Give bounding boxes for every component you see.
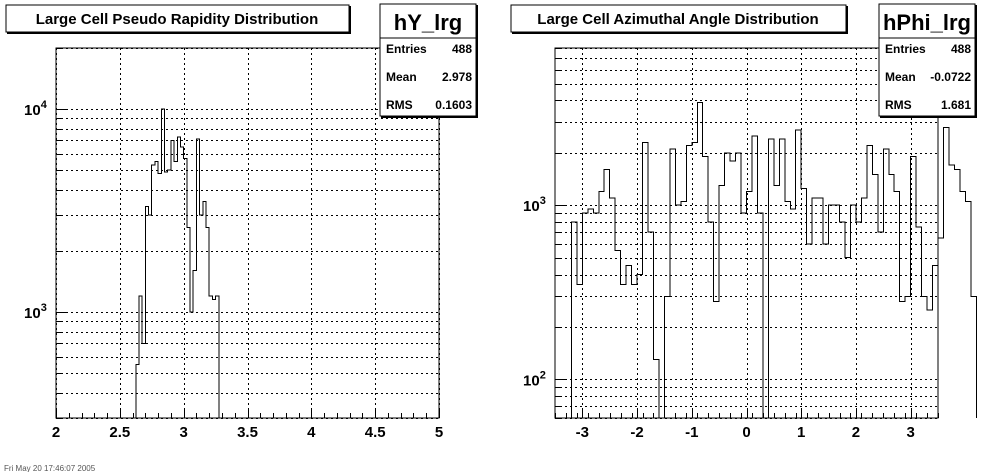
- footer-timestamp: Fri May 20 17:46:07 2005: [4, 464, 96, 472]
- x-tick-label: 2: [852, 424, 860, 441]
- right-ticks: [555, 48, 939, 419]
- x-tick-label: 0: [742, 424, 750, 441]
- right-chart-title: Large Cell Azimuthal Angle Distribution: [537, 11, 818, 28]
- x-tick-label: 5: [435, 424, 443, 441]
- x-tick-label: 3: [179, 424, 187, 441]
- left-histogram-name: hY_lrg: [394, 10, 462, 35]
- left-stat-label: Mean: [386, 70, 417, 84]
- x-tick-label: 3: [906, 424, 914, 441]
- x-tick-label: 4: [307, 424, 316, 441]
- right-stat-label: Mean: [885, 70, 916, 84]
- left-chart-title: Large Cell Pseudo Rapidity Distribution: [36, 11, 319, 28]
- right-stat-label: RMS: [885, 98, 912, 112]
- left-x-tick-labels: 2 2.5 3 3.5 4 4.5 5: [52, 424, 443, 441]
- left-stat-value: 2.978: [442, 70, 472, 84]
- right-stats-box: hPhi_lrg Entries 488 Mean -0.0722 RMS 1.…: [878, 3, 977, 118]
- left-histogram-line: [135, 108, 222, 419]
- left-plot-frame: [55, 47, 440, 419]
- left-stat-value: 488: [452, 42, 472, 56]
- y-tick-base: 10: [24, 305, 41, 322]
- right-plot-frame: [554, 47, 939, 419]
- x-tick-label: -1: [685, 424, 698, 441]
- x-tick-label: -3: [576, 424, 589, 441]
- y-tick-base: 10: [24, 102, 41, 119]
- x-tick-label: 3.5: [237, 424, 258, 441]
- right-stat-label: Entries: [885, 42, 926, 56]
- left-stat-value: 0.1603: [435, 98, 472, 112]
- right-stat-value: -0.0722: [930, 70, 971, 84]
- y-tick-label: 102: [523, 369, 546, 389]
- right-histogram-line: [570, 101, 977, 419]
- y-tick-exponent: 2: [540, 369, 546, 381]
- left-title-box: Large Cell Pseudo Rapidity Distribution: [5, 4, 351, 34]
- x-tick-label: 2.5: [109, 424, 130, 441]
- y-tick-label: 104: [24, 99, 48, 119]
- y-tick-exponent: 3: [540, 195, 546, 207]
- left-stats-box: hY_lrg Entries 488 Mean 2.978 RMS 0.1603: [379, 3, 478, 118]
- y-tick-label: 103: [523, 195, 546, 215]
- left-stat-label: RMS: [386, 98, 413, 112]
- right-stat-value: 1.681: [941, 98, 971, 112]
- x-tick-label: -2: [630, 424, 643, 441]
- right-histogram-name: hPhi_lrg: [883, 10, 971, 35]
- y-tick-base: 10: [523, 372, 540, 389]
- right-x-tick-labels: -3 -2 -1 0 1 2 3: [576, 424, 915, 441]
- x-tick-label: 2: [52, 424, 60, 441]
- y-tick-exponent: 4: [41, 99, 48, 111]
- y-tick-base: 10: [523, 198, 540, 215]
- x-tick-label: 1: [797, 424, 805, 441]
- y-tick-exponent: 3: [41, 302, 47, 314]
- left-stat-label: Entries: [386, 42, 427, 56]
- right-title-box: Large Cell Azimuthal Angle Distribution: [510, 4, 848, 34]
- right-stat-value: 488: [951, 42, 971, 56]
- y-tick-label: 103: [24, 302, 47, 322]
- x-tick-label: 4.5: [365, 424, 386, 441]
